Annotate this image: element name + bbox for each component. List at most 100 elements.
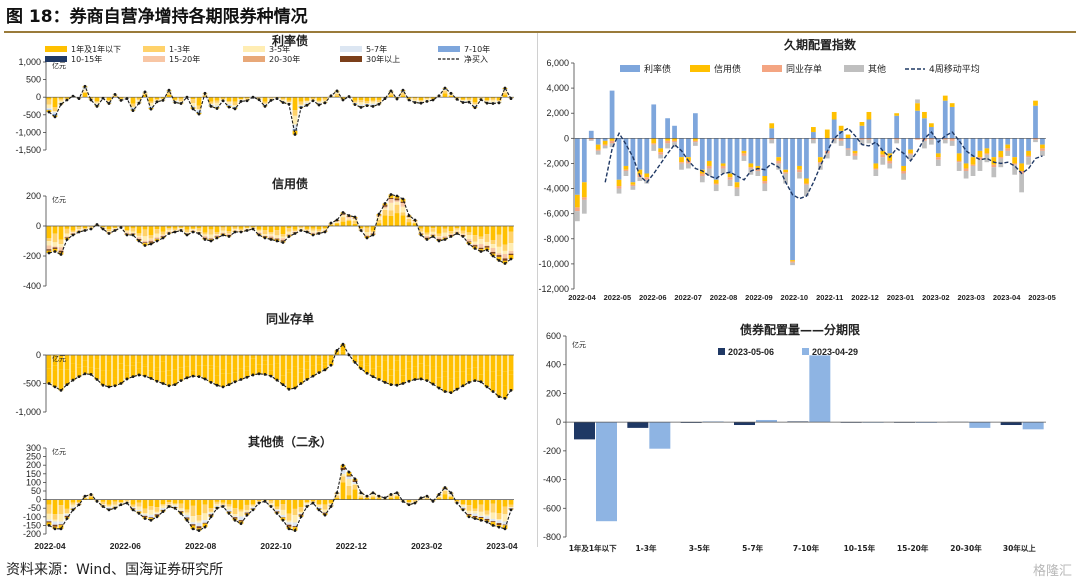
bar-segment xyxy=(644,138,650,174)
bar-segment xyxy=(1026,155,1031,158)
bar-segment xyxy=(575,211,580,222)
legend-label: 2023-04-29 xyxy=(812,347,858,357)
net-buy-point xyxy=(365,104,369,108)
net-buy-point xyxy=(47,251,51,255)
net-buy-point xyxy=(65,383,69,387)
net-buy-line xyxy=(48,464,512,532)
bar-segment xyxy=(148,97,154,102)
bar-segment xyxy=(908,154,913,160)
bar-segment xyxy=(949,106,955,139)
net-buy-point xyxy=(371,375,375,379)
bar-segment xyxy=(478,499,484,505)
bar-segment xyxy=(838,140,844,146)
bar-segment xyxy=(316,499,322,505)
bar-segment xyxy=(472,235,478,242)
bar-segment xyxy=(172,99,178,101)
net-buy-point xyxy=(221,385,225,389)
bar-segment xyxy=(322,97,328,99)
net-buy-point xyxy=(167,232,171,235)
bar-segment xyxy=(250,358,256,365)
bar-segment xyxy=(256,500,262,502)
net-buy-point xyxy=(275,239,279,243)
bar-segment xyxy=(466,98,472,101)
bar-segment xyxy=(817,162,823,164)
bar-segment xyxy=(442,371,448,377)
bar-segment xyxy=(58,521,64,525)
net-buy-point xyxy=(449,391,453,395)
net-buy-point xyxy=(83,229,87,232)
bar-segment xyxy=(672,125,677,139)
bar-segment xyxy=(130,504,136,507)
bar-segment xyxy=(268,97,274,99)
net-buy-point xyxy=(149,107,153,111)
bar-segment xyxy=(262,364,268,375)
bar-segment xyxy=(466,241,472,243)
bar-segment xyxy=(298,97,304,102)
bar-segment xyxy=(334,498,340,500)
bar-segment xyxy=(178,499,184,504)
net-buy-point xyxy=(431,382,435,386)
bar-segment xyxy=(82,89,88,92)
bar-segment xyxy=(352,220,358,224)
net-buy-point xyxy=(197,232,201,235)
bar-segment xyxy=(94,368,100,380)
bar-segment xyxy=(602,140,608,145)
bar-segment xyxy=(112,504,118,507)
bar-segment xyxy=(845,138,851,149)
bar-segment xyxy=(232,368,238,373)
net-buy-point xyxy=(371,233,375,237)
bar-segment xyxy=(609,140,615,144)
bar-segment xyxy=(172,499,178,504)
bar-segment xyxy=(76,355,82,365)
panel-title: 利率债 xyxy=(272,33,308,48)
bar-series-b xyxy=(702,421,724,423)
bar-segment xyxy=(412,500,418,502)
bar-segment xyxy=(148,239,154,242)
net-buy-point xyxy=(65,238,69,241)
legend-label: 3-5年 xyxy=(269,44,290,54)
bar-segment xyxy=(322,499,328,505)
net-buy-point xyxy=(257,98,261,102)
y-tick-label: -1,000 xyxy=(15,127,41,137)
bar-segment xyxy=(226,355,232,364)
bar-segment xyxy=(292,527,298,531)
net-buy-point xyxy=(161,98,165,102)
net-buy-line xyxy=(48,193,512,265)
bar-segment xyxy=(286,513,292,521)
bar-segment xyxy=(496,370,502,376)
bar-segment xyxy=(250,499,256,505)
bar-segment xyxy=(250,507,256,509)
net-buy-point xyxy=(413,101,417,104)
net-buy-point xyxy=(473,106,477,110)
legend-swatch xyxy=(143,46,165,52)
bar-segment xyxy=(322,100,328,102)
bar-segment xyxy=(322,504,328,510)
bar-segment xyxy=(496,255,502,257)
net-buy-point xyxy=(149,518,153,522)
bar-segment xyxy=(292,515,298,523)
bar-segment xyxy=(382,360,388,371)
bar-segment xyxy=(196,520,202,523)
bar-segment xyxy=(508,253,514,255)
bar-segment xyxy=(322,98,328,101)
bar-segment xyxy=(804,138,809,179)
bar-segment xyxy=(190,103,196,106)
bar-segment xyxy=(298,372,304,384)
net-buy-point xyxy=(143,374,147,378)
net-buy-point xyxy=(293,232,297,235)
bar-segment xyxy=(466,355,472,369)
net-buy-point xyxy=(425,379,429,383)
bar-segment xyxy=(232,227,238,230)
bar-segment xyxy=(484,355,490,365)
bar-segment xyxy=(496,520,502,524)
net-buy-point xyxy=(155,379,159,383)
bar-segment xyxy=(454,499,460,501)
bar-segment xyxy=(609,143,615,148)
bar-segment xyxy=(160,499,166,505)
bar-segment xyxy=(238,509,244,512)
bar-segment xyxy=(679,162,684,164)
net-buy-point xyxy=(305,378,309,381)
bar-segment xyxy=(364,100,370,104)
bar-segment xyxy=(142,515,148,518)
bar-segment xyxy=(286,231,292,235)
